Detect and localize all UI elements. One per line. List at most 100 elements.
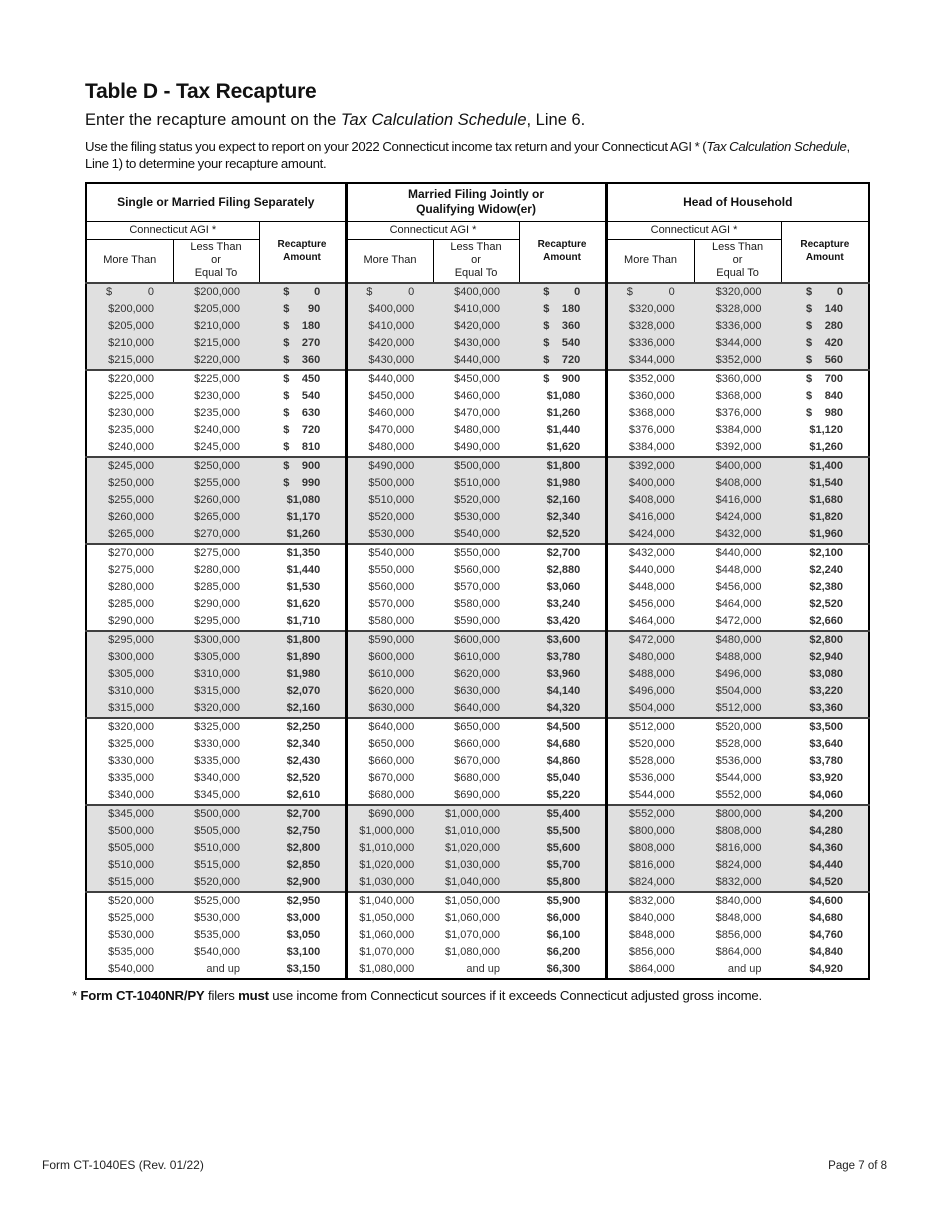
more-than-header-g2: More Than	[344, 239, 434, 284]
money-value: $1,050,000	[444, 895, 501, 907]
money-value: $2,520	[546, 528, 581, 540]
money-value: $1,120	[809, 424, 844, 436]
agi-less-equal-g3: $520,000	[694, 717, 782, 736]
agi-more-than-g2: $0	[344, 283, 434, 301]
agi-less-equal-g3: $496,000	[694, 666, 782, 683]
agi-less-equal-g1: $535,000	[173, 927, 259, 944]
money-value: $650,000	[368, 738, 415, 750]
money-value: $215,000	[194, 337, 240, 349]
money-value: $180	[283, 320, 321, 332]
agi-more-than-g1: $0	[86, 283, 173, 301]
agi-less-equal-g3: $544,000	[694, 770, 781, 787]
money-value: $325,000	[194, 721, 240, 733]
money-value: $4,680	[546, 738, 581, 750]
table-row: $540,000 and up $3,150 $1,080,000 and up $6,3…	[86, 961, 869, 979]
agi-more-than-g2: $1,080,000	[344, 961, 434, 979]
money-value: $1,020,000	[444, 842, 501, 854]
agi-more-than-g2: $1,060,000	[344, 927, 434, 944]
recapture-amount-g2: $180	[519, 301, 607, 318]
money-value: $1,080	[546, 390, 581, 402]
recapture-amount-g3: $560	[781, 352, 870, 370]
money-value: $530,000	[194, 912, 240, 924]
money-value: $630,000	[368, 702, 415, 714]
money-value: $400,000	[454, 286, 501, 298]
agi-more-than-g1: $530,000	[86, 927, 173, 944]
agi-less-equal-g1: $290,000	[173, 596, 259, 613]
money-value: $530,000	[368, 528, 415, 540]
recapture-amount-g1: $1,440	[259, 562, 346, 579]
recapture-amount-g2: $4,500	[519, 717, 607, 736]
recapture-amount-g3: $4,600	[781, 891, 870, 910]
money-value: $376,000	[628, 424, 675, 436]
money-value: $2,950	[286, 895, 321, 907]
table-row: $330,000 $335,000 $2,430 $660,000 $670,000 $4…	[86, 753, 869, 770]
agi-less-equal-g2: $1,060,000	[433, 910, 519, 927]
money-value: $2,850	[286, 859, 321, 871]
money-value: $528,000	[628, 755, 675, 767]
table-row: $280,000 $285,000 $1,530 $560,000 $570,000 $3…	[86, 579, 869, 596]
agi-more-than-g2: $690,000	[344, 804, 434, 823]
money-value: $2,380	[809, 581, 844, 593]
money-value: $440,000	[368, 373, 415, 385]
money-value: $368,000	[628, 407, 675, 419]
page-footer: Form CT-1040ES (Rev. 01/22) Page 7 of 8	[42, 1158, 887, 1172]
agi-header-g1: Connecticut AGI *	[86, 221, 260, 240]
more-than-header-g1: More Than	[86, 239, 174, 284]
money-value: $808,000	[628, 842, 675, 854]
agi-less-equal-g1: $230,000	[173, 388, 259, 405]
agi-more-than-g1: $225,000	[86, 388, 173, 405]
money-value: $525,000	[194, 895, 240, 907]
agi-less-equal-g3: $440,000	[694, 543, 782, 562]
recapture-amount-g3: $4,200	[781, 804, 870, 823]
table-row: $225,000 $230,000 $540 $450,000 $460,000 $1,0…	[86, 388, 869, 405]
recapture-amount-g3: $1,960	[781, 526, 870, 544]
money-value: $4,440	[809, 859, 844, 871]
agi-more-than-g1: $520,000	[86, 891, 173, 910]
money-value: $180	[543, 303, 581, 315]
money-value: $6,100	[546, 929, 581, 941]
money-value: $640,000	[368, 721, 415, 733]
agi-less-equal-g3: $432,000	[694, 526, 782, 544]
agi-more-than-g1: $265,000	[86, 526, 173, 544]
money-value: $990	[283, 477, 321, 489]
money-value: $3,500	[809, 721, 844, 733]
agi-less-equal-g3: $536,000	[694, 753, 781, 770]
money-value: $416,000	[715, 494, 762, 506]
money-value: $540,000	[108, 963, 154, 975]
money-value: $552,000	[715, 789, 762, 801]
page-title: Table D - Tax Recapture	[85, 80, 317, 103]
money-value: $280	[806, 320, 844, 332]
agi-more-than-g3: $496,000	[604, 683, 695, 700]
recapture-header-g1: Recapture Amount	[258, 221, 347, 284]
table-row: $510,000 $515,000 $2,850 $1,020,000 $1,030,0…	[86, 857, 870, 874]
money-value: $4,060	[809, 789, 844, 801]
money-value: $4,360	[809, 842, 844, 854]
money-value: $265,000	[108, 528, 154, 540]
table-row: $285,000 $290,000 $1,620 $570,000 $580,000 $3…	[86, 596, 869, 613]
table-row: $520,000 $525,000 $2,950 $1,040,000 $1,050,0…	[86, 891, 870, 910]
money-value: $400,000	[368, 303, 415, 315]
recapture-amount-g1: $2,070	[259, 683, 347, 700]
money-value: $610,000	[454, 651, 501, 663]
money-value: $1,080,000	[359, 963, 415, 975]
money-value: $472,000	[628, 634, 675, 646]
money-value: $3,100	[286, 946, 321, 958]
recapture-amount-g2: $2,160	[519, 492, 607, 509]
recapture-amount-g1: $810	[259, 439, 346, 457]
agi-more-than-g2: $1,030,000	[344, 874, 434, 892]
money-value: $840,000	[715, 895, 762, 907]
money-value: $2,340	[286, 738, 321, 750]
money-value: $270,000	[108, 547, 154, 559]
money-value: $510,000	[368, 494, 415, 506]
money-value: $540,000	[368, 547, 415, 559]
money-value: $1,040,000	[359, 895, 415, 907]
recapture-amount-g3: $4,920	[781, 961, 869, 979]
agi-less-equal-g1: $330,000	[173, 736, 259, 753]
money-value: $832,000	[628, 895, 675, 907]
less-equal-header-g3: Less Than or Equal To	[694, 239, 782, 284]
money-value: $230,000	[108, 407, 154, 419]
recapture-amount-g1: $2,250	[259, 717, 347, 736]
money-value: $4,320	[546, 702, 581, 714]
money-value: $504,000	[628, 702, 675, 714]
agi-more-than-g2: $500,000	[344, 475, 434, 492]
